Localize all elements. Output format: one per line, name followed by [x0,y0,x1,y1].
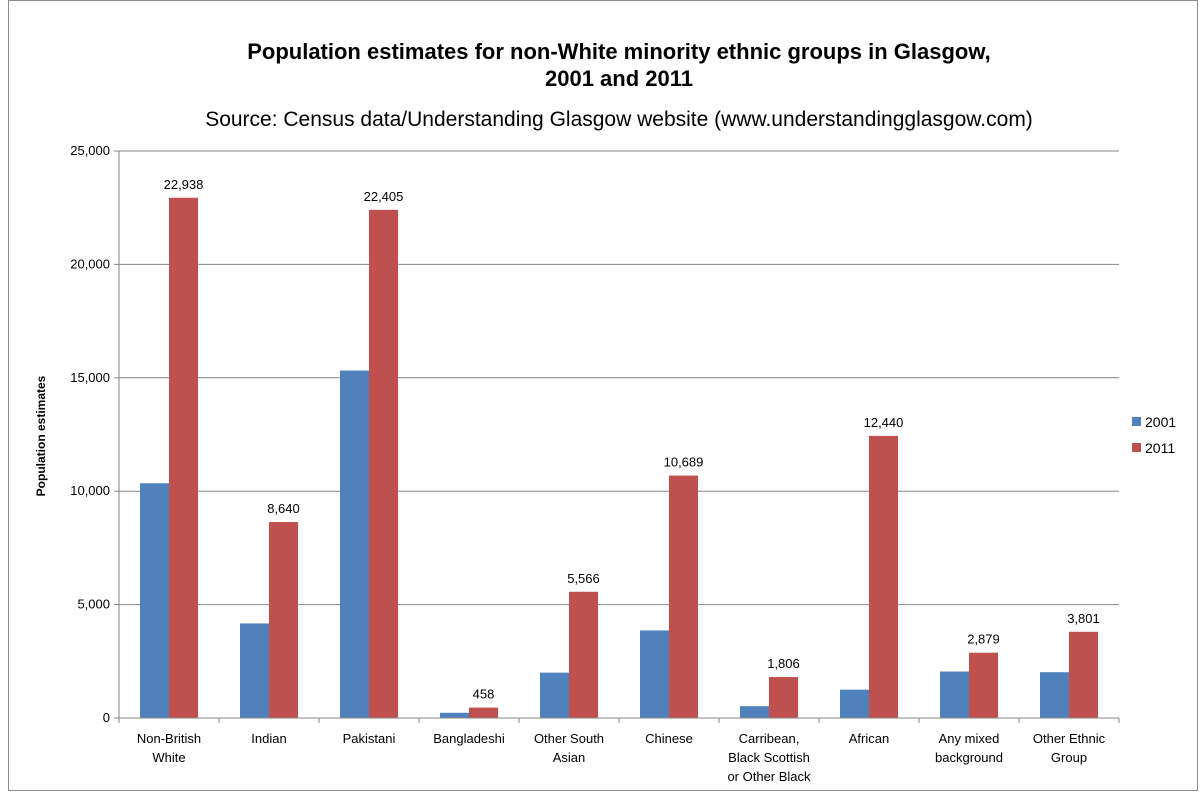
data-label: 1,806 [767,656,800,671]
bar-2001 [940,671,969,718]
data-label: 22,405 [364,189,404,204]
x-tick-label: Pakistani [343,731,396,746]
bar-2011 [269,522,298,718]
bars: 22,938 8,640 22,405 458 5,566 10,689 1,806 12,4… [140,177,1100,718]
bar-2011 [869,435,898,718]
data-label: 8,640 [267,501,300,516]
y-tick-label: 10,000 [70,483,110,498]
legend-swatch-2001 [1132,417,1141,426]
chart-title-line2: 2001 and 2011 [545,66,693,91]
data-label: 12,440 [864,415,904,430]
bar-chart: Population estimates for non-White minor… [34,39,1176,784]
data-label: 22,938 [164,177,204,192]
x-tick-label: Other South Asian [534,731,604,765]
legend-label: 2001 [1145,414,1176,430]
y-axis: 0 5,000 10,000 15,000 20,000 25,000 [70,143,120,725]
bar-2011 [169,197,198,718]
bar-2001 [340,370,369,718]
bar-2001 [840,689,869,718]
data-label: 2,879 [967,632,1000,647]
data-label: 5,566 [567,571,600,586]
chart-title-line1: Population estimates for non-White minor… [247,39,991,64]
y-tick-label: 20,000 [70,256,110,271]
bar-2001 [740,706,769,718]
x-tick-label: Other Ethnic Group [1033,731,1106,765]
data-label: 10,689 [664,455,704,470]
bar-2011 [369,209,398,718]
x-tick-label: Chinese [645,731,693,746]
data-label: 3,801 [1067,611,1100,626]
bar-2011 [969,652,998,718]
y-tick-label: 25,000 [70,143,110,158]
legend-label: 2011 [1145,440,1175,456]
data-label: 458 [473,687,495,702]
bar-2011 [469,707,498,718]
y-tick-label: 5,000 [77,597,110,612]
bar-2001 [540,672,569,718]
bar-2001 [140,483,169,718]
bar-2011 [769,677,798,718]
bar-2001 [440,712,469,718]
bar-2011 [1069,631,1098,718]
x-axis: Non-British White Indian Pakistani Banglades… [118,717,1120,784]
bar-2001 [1040,672,1069,718]
chart-subtitle: Source: Census data/Understanding Glasgo… [205,108,1033,131]
x-tick-label: Indian [251,731,286,746]
y-tick-label: 15,000 [70,370,110,385]
x-tick-label: Bangladeshi [433,731,505,746]
x-tick-label: Carribean, Black Scottish or Other Black [727,731,811,784]
legend-swatch-2011 [1132,443,1141,452]
x-tick-label: Non-British White [137,731,201,765]
y-axis-label: Population estimates [34,375,48,496]
bar-2001 [640,630,669,718]
y-tick-label: 0 [103,710,110,725]
bar-2001 [240,623,269,718]
legend: 2001 2011 [1132,414,1176,456]
gridlines [119,150,1119,606]
bar-2011 [569,591,598,718]
x-tick-label: Any mixed background [935,731,1003,765]
chart-frame: Population estimates for non-White minor… [8,0,1198,791]
bar-2011 [669,475,698,718]
x-tick-label: African [849,731,889,746]
